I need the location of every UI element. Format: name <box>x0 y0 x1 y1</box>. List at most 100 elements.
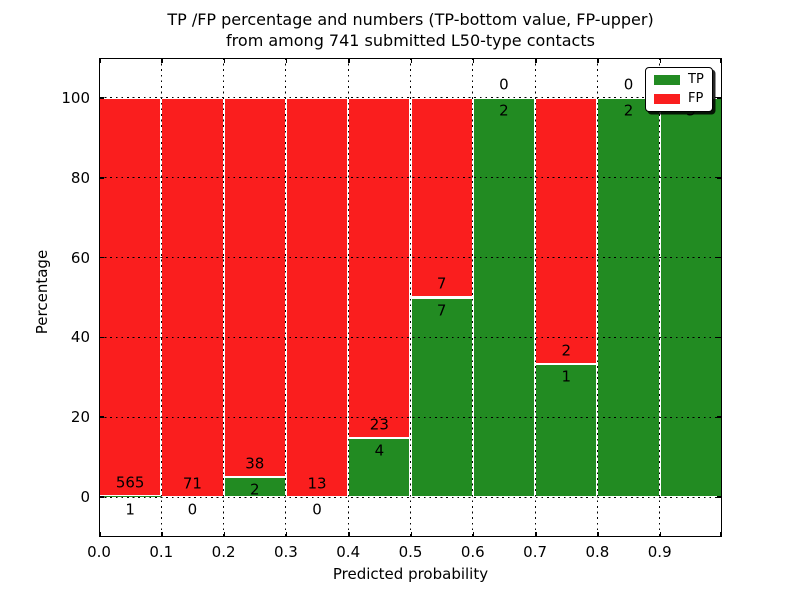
x-gridline <box>534 58 536 537</box>
y-tick-mark <box>99 97 104 99</box>
x-tick-mark <box>597 532 599 537</box>
x-tick-mark <box>285 58 288 63</box>
x-gridline <box>347 58 349 537</box>
x-tick-mark <box>720 58 722 63</box>
x-tick-label: 0.3 <box>273 543 298 561</box>
fp-count-label: 7 <box>436 274 447 293</box>
x-tick-mark <box>410 532 413 537</box>
x-tick-mark <box>720 532 722 537</box>
legend-entry: FP <box>654 92 704 106</box>
y-tick-label: 80 <box>70 168 90 187</box>
tp-bar <box>348 437 411 498</box>
fp-count-label: 565 <box>115 473 145 492</box>
fp-bar <box>99 97 162 497</box>
tp-swatch-icon <box>654 75 680 85</box>
y-tick-label: 20 <box>70 408 90 427</box>
x-tick-label: 0.8 <box>585 543 610 561</box>
x-gridline <box>223 58 225 537</box>
x-tick-mark <box>410 58 413 63</box>
x-tick-label: 0.7 <box>523 543 548 561</box>
y-tick-mark <box>717 256 722 259</box>
x-tick-mark <box>99 58 101 63</box>
y-gridline <box>99 496 722 498</box>
y-tick-mark <box>99 416 104 419</box>
fp-count-label: 23 <box>369 415 389 434</box>
legend-entry-label: TP <box>688 72 704 87</box>
y-tick-mark <box>99 176 104 179</box>
tp-bar <box>597 97 660 498</box>
x-tick-mark <box>285 532 288 537</box>
legend-entry-label: FP <box>688 91 704 106</box>
y-gridline <box>99 177 722 179</box>
chart-title-line2: from among 741 submitted L50-type contac… <box>226 31 595 50</box>
y-tick-label: 0 <box>80 488 90 507</box>
x-tick-mark <box>223 532 226 537</box>
x-tick-label: 0.0 <box>87 543 111 561</box>
tp-count-label: 2 <box>249 480 260 499</box>
x-tick-label: 0.2 <box>211 543 236 561</box>
fp-swatch-icon <box>654 94 680 104</box>
x-tick-mark <box>597 58 599 63</box>
tp-count-label: 4 <box>374 441 385 460</box>
x-tick-label: 0.6 <box>460 543 485 561</box>
x-tick-mark <box>161 532 163 537</box>
plot-area: 56517103821302347702210203 <box>99 58 722 537</box>
x-tick-label: 0.9 <box>647 543 672 561</box>
x-tick-mark <box>659 532 662 537</box>
fp-bar <box>535 97 598 365</box>
y-tick-mark <box>717 176 722 179</box>
x-gridline <box>659 58 661 537</box>
fp-count-label: 2 <box>561 341 572 360</box>
legend: TP FP <box>645 67 713 112</box>
tp-count-label: 1 <box>125 500 135 519</box>
fp-count-label: 13 <box>307 474 327 493</box>
x-gridline <box>160 58 162 537</box>
y-tick-mark <box>99 336 104 339</box>
y-tick-mark <box>99 256 104 259</box>
x-tick-mark <box>472 532 475 537</box>
tp-count-label: 1 <box>561 367 572 386</box>
tp-count-label: 2 <box>623 101 634 120</box>
fp-count-label: 38 <box>245 454 265 473</box>
y-tick-label: 60 <box>70 248 90 267</box>
x-tick-label: 0.5 <box>398 543 423 561</box>
x-gridline <box>410 58 411 537</box>
x-tick-mark <box>535 58 537 63</box>
x-tick-mark <box>659 58 662 63</box>
x-gridline <box>285 58 287 537</box>
x-axis-label: Predicted probability <box>332 565 489 583</box>
y-tick-mark <box>99 496 104 498</box>
y-gridline <box>99 336 722 338</box>
tp-bar <box>472 97 536 498</box>
legend-entry: TP <box>654 73 704 87</box>
tp-count-label: 2 <box>499 101 509 120</box>
y-gridline <box>99 257 722 259</box>
fp-count-label: 0 <box>499 75 509 94</box>
tp-bar <box>535 364 598 498</box>
fp-bar <box>348 97 411 438</box>
fp-bar <box>285 97 349 498</box>
y-gridline <box>99 416 722 418</box>
y-tick-mark <box>717 336 722 339</box>
y-tick-label: 40 <box>70 328 90 347</box>
x-tick-label: 0.4 <box>336 543 361 561</box>
x-gridline <box>472 58 474 537</box>
fp-count-label: 71 <box>182 474 202 493</box>
chart-title: TP /FP percentage and numbers (TP-bottom… <box>99 9 722 51</box>
tp-bar <box>659 97 722 498</box>
tp-count-label: 0 <box>187 500 198 519</box>
x-tick-mark <box>348 58 350 63</box>
y-tick-label: 100 <box>61 88 90 107</box>
fp-bar <box>410 97 473 298</box>
y-tick-mark <box>717 496 722 498</box>
y-gridline <box>99 97 722 99</box>
y-tick-mark <box>717 416 722 419</box>
x-gridline <box>596 58 598 537</box>
x-tick-mark <box>223 58 226 63</box>
x-tick-mark <box>161 58 163 63</box>
fp-count-label: 0 <box>623 75 634 94</box>
tp-bar <box>410 297 473 498</box>
tp-count-label: 7 <box>436 301 447 320</box>
tp-count-label: 0 <box>312 500 322 519</box>
chart-title-line1: TP /FP percentage and numbers (TP-bottom… <box>167 10 654 29</box>
